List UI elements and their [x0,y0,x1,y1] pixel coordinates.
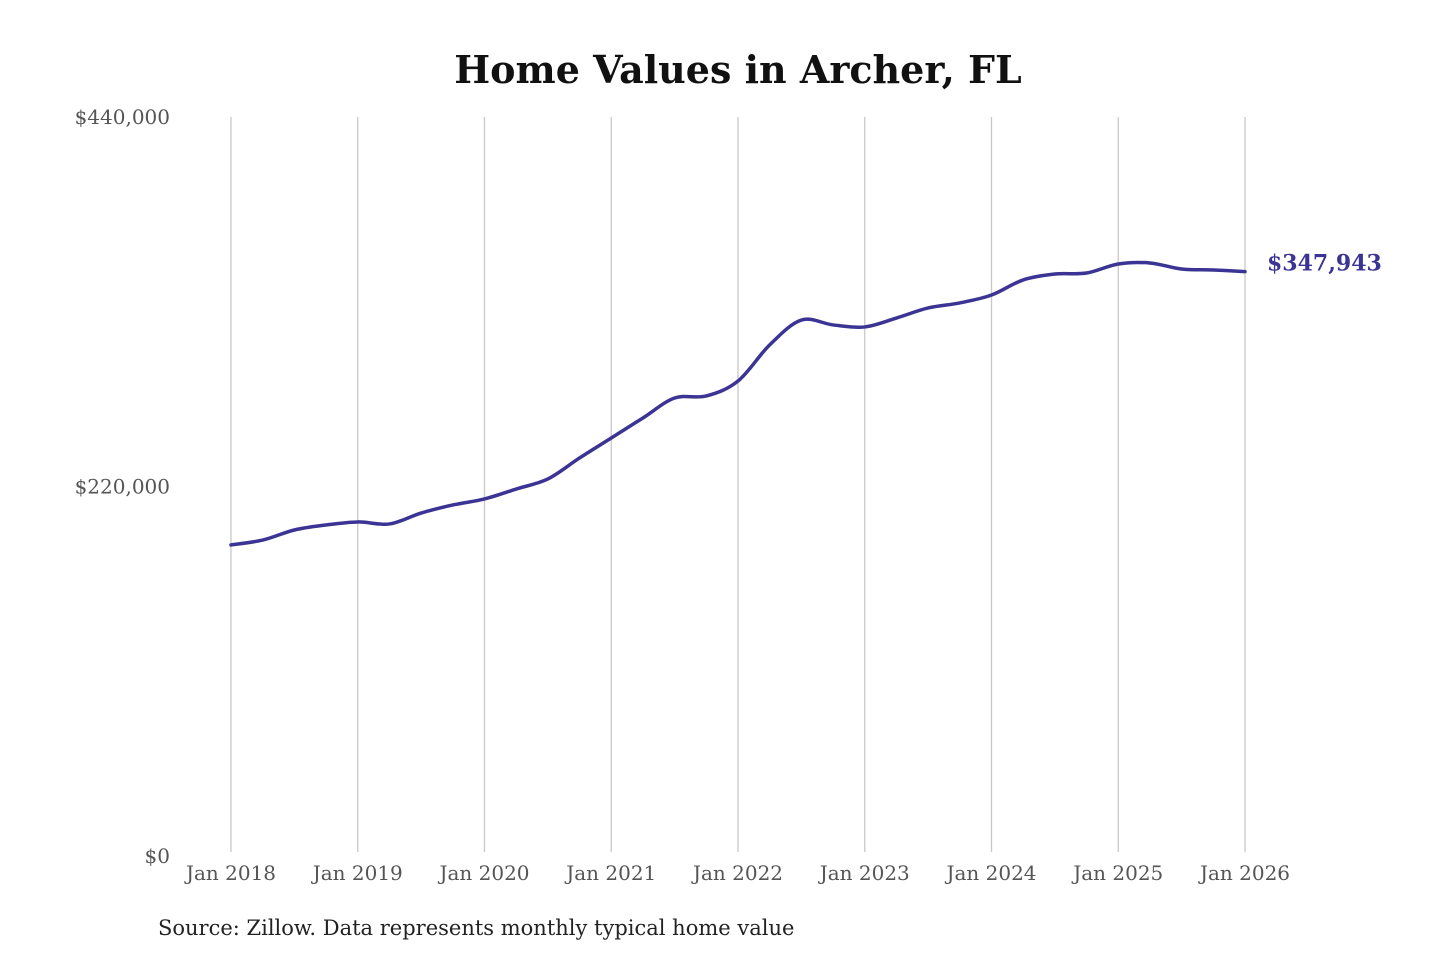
y-tick-label: $0 [145,844,170,868]
chart-title: Home Values in Archer, FL [454,47,1022,92]
series-line [229,260,1247,547]
x-tick-label: Jan 2025 [1071,861,1163,885]
y-tick-label: $440,000 [75,105,170,129]
x-tick-label: Jan 2018 [184,861,276,885]
end-value-label: $347,943 [1267,251,1382,277]
x-tick-label: Jan 2022 [691,861,783,885]
x-tick-label: Jan 2023 [818,861,910,885]
x-tick-label: Jan 2024 [944,861,1036,885]
x-tick-label: Jan 2021 [564,861,656,885]
y-tick-label: $220,000 [75,475,170,499]
x-tick-label: Jan 2019 [311,861,403,885]
x-tick-label: Jan 2026 [1198,861,1290,885]
x-tick-label: Jan 2020 [437,861,529,885]
source-note: Source: Zillow. Data represents monthly … [158,916,795,940]
